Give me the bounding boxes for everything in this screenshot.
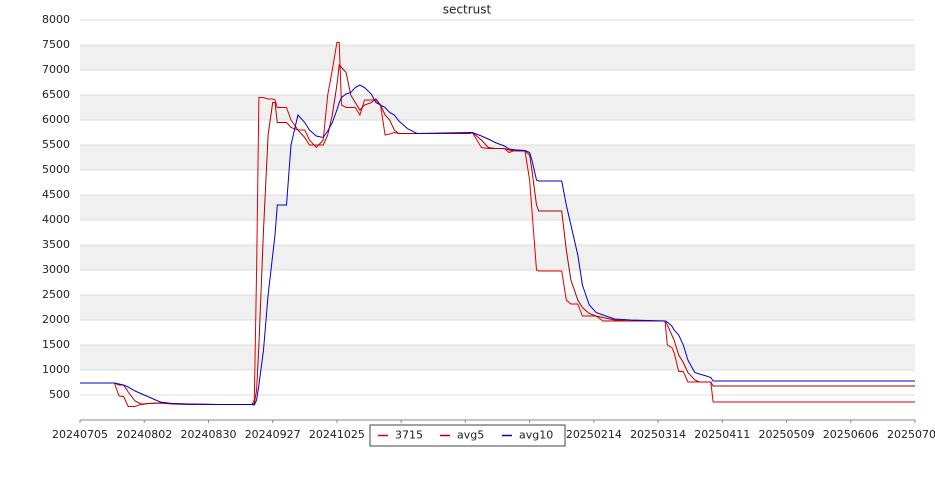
y-tick-label: 4500: [42, 188, 70, 201]
y-tick-label: 500: [49, 388, 70, 401]
x-tick-label: 20250214: [566, 428, 622, 441]
legend-box: [369, 424, 566, 447]
x-tick-label: 20250606: [823, 428, 879, 441]
series-line: [80, 84, 915, 406]
y-tick-label: 5000: [42, 163, 70, 176]
y-tick-label: 6000: [42, 113, 70, 126]
grid-band: [80, 145, 915, 170]
x-tick-label: 20241025: [309, 428, 365, 441]
grid-band: [80, 95, 915, 120]
x-tick-label: 20250509: [759, 428, 815, 441]
legend-label: avg10: [519, 429, 553, 442]
grid-band: [80, 245, 915, 270]
legend: 3715 avg5 avg10: [369, 424, 566, 447]
y-tick-label: 1500: [42, 338, 70, 351]
x-tick-label: 20240705: [52, 428, 108, 441]
y-tick-label: 5500: [42, 138, 70, 151]
grid-band: [80, 45, 915, 70]
legend-label: avg5: [457, 429, 484, 442]
grid-band: [80, 195, 915, 220]
x-tick-label: 20250704: [887, 428, 935, 441]
y-tick-label: 4000: [42, 213, 70, 226]
grid-band: [80, 345, 915, 370]
y-tick-label: 2000: [42, 313, 70, 326]
series-line: [80, 63, 915, 406]
x-tick-label: 20240802: [116, 428, 172, 441]
y-tick-label: 8000: [42, 13, 70, 26]
x-tick-label: 20250411: [694, 428, 750, 441]
x-tick-label: 20240927: [245, 428, 301, 441]
chart-title: sectrust: [443, 3, 492, 17]
y-tick-label: 7500: [42, 38, 70, 51]
x-tick-label: 20240830: [180, 428, 236, 441]
y-tick-label: 3000: [42, 263, 70, 276]
y-tick-label: 1000: [42, 363, 70, 376]
y-tick-label: 7000: [42, 63, 70, 76]
y-tick-label: 3500: [42, 238, 70, 251]
legend-label: 3715: [395, 429, 423, 442]
y-tick-label: 2500: [42, 288, 70, 301]
y-tick-label: 6500: [42, 88, 70, 101]
grid-band: [80, 295, 915, 320]
x-tick-label: 20250314: [630, 428, 686, 441]
